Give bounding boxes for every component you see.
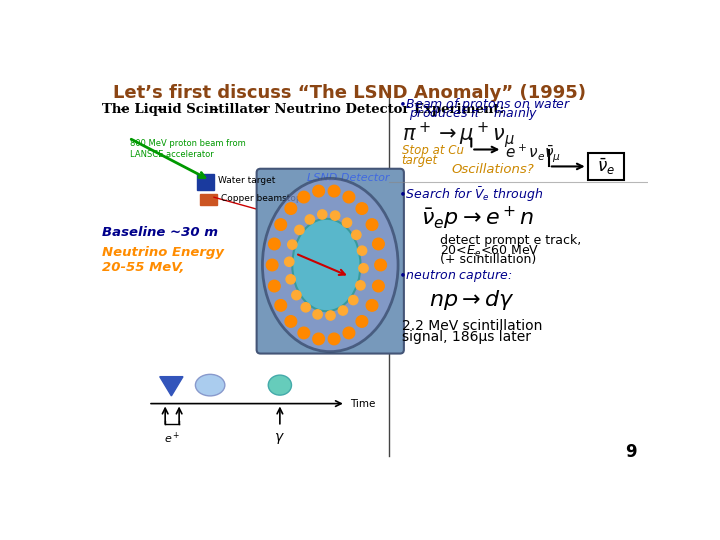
Text: $\gamma$: $\gamma$ xyxy=(274,430,285,445)
Text: $\bullet$Beam of protons on water: $\bullet$Beam of protons on water xyxy=(397,96,571,113)
Ellipse shape xyxy=(262,178,398,352)
Text: (+ scintillation): (+ scintillation) xyxy=(441,253,536,266)
Circle shape xyxy=(366,219,378,231)
Text: produces $\pi^+$ mainly: produces $\pi^+$ mainly xyxy=(408,106,538,124)
Circle shape xyxy=(298,191,310,203)
Circle shape xyxy=(375,259,387,271)
FancyBboxPatch shape xyxy=(197,174,214,190)
Circle shape xyxy=(348,295,358,305)
Circle shape xyxy=(313,333,325,345)
FancyBboxPatch shape xyxy=(256,168,404,354)
Text: $\bar{\nu}_e p \rightarrow e^+ n$: $\bar{\nu}_e p \rightarrow e^+ n$ xyxy=(421,205,534,232)
Circle shape xyxy=(338,306,348,315)
Text: LSND Detector: LSND Detector xyxy=(307,173,390,183)
Circle shape xyxy=(292,291,301,300)
Circle shape xyxy=(351,230,361,239)
Circle shape xyxy=(328,333,340,345)
Text: Neutrino Energy
20-55 MeV,: Neutrino Energy 20-55 MeV, xyxy=(102,246,224,274)
Circle shape xyxy=(343,327,355,339)
Circle shape xyxy=(357,246,366,255)
Text: signal, 186μs later: signal, 186μs later xyxy=(402,330,531,345)
Text: $\bullet$neutron capture:: $\bullet$neutron capture: xyxy=(397,268,512,284)
Circle shape xyxy=(373,280,384,292)
Text: Stop at Cu: Stop at Cu xyxy=(402,144,464,157)
Text: $np \rightarrow d\gamma$: $np \rightarrow d\gamma$ xyxy=(428,288,515,312)
Text: $\bullet$Search for $\bar{V}_e$ through: $\bullet$Search for $\bar{V}_e$ through xyxy=(397,186,543,204)
Circle shape xyxy=(342,218,351,227)
Circle shape xyxy=(356,203,368,214)
FancyBboxPatch shape xyxy=(588,153,624,179)
Text: $\pi^+ \rightarrow \mu^+\nu_\mu$: $\pi^+ \rightarrow \mu^+\nu_\mu$ xyxy=(402,121,514,151)
Circle shape xyxy=(318,210,327,219)
Circle shape xyxy=(285,203,297,214)
Text: 2.2 MeV scintillation: 2.2 MeV scintillation xyxy=(402,319,542,333)
Ellipse shape xyxy=(292,219,361,311)
Circle shape xyxy=(275,300,287,311)
Text: 20<$E_e$<60 MeV: 20<$E_e$<60 MeV xyxy=(441,244,539,259)
Circle shape xyxy=(305,215,315,224)
Circle shape xyxy=(301,303,310,312)
Circle shape xyxy=(343,191,355,203)
Circle shape xyxy=(373,238,384,249)
Circle shape xyxy=(366,300,378,311)
Circle shape xyxy=(288,240,297,249)
Circle shape xyxy=(269,280,280,292)
Circle shape xyxy=(326,311,335,320)
Circle shape xyxy=(328,185,340,197)
Circle shape xyxy=(356,316,368,327)
Text: Copper beamstop: Copper beamstop xyxy=(221,193,302,202)
Text: Water target: Water target xyxy=(218,176,275,185)
Circle shape xyxy=(269,238,280,249)
Text: Oscillations?: Oscillations? xyxy=(452,163,535,176)
Circle shape xyxy=(330,211,340,220)
Text: detect prompt e track,: detect prompt e track, xyxy=(441,234,582,247)
Ellipse shape xyxy=(195,374,225,396)
Circle shape xyxy=(294,225,304,234)
Circle shape xyxy=(284,257,294,266)
Text: $e^+\nu_e\bar{\nu}_\mu$: $e^+\nu_e\bar{\nu}_\mu$ xyxy=(505,142,561,164)
Polygon shape xyxy=(160,377,183,396)
Circle shape xyxy=(313,310,323,319)
Text: $e^+$: $e^+$ xyxy=(164,430,181,446)
Circle shape xyxy=(266,259,278,271)
Text: The Liquid Scintillator Neutrino Detector Experiment:: The Liquid Scintillator Neutrino Detecto… xyxy=(102,103,504,116)
Circle shape xyxy=(298,327,310,339)
Circle shape xyxy=(313,185,325,197)
Circle shape xyxy=(286,275,295,284)
Ellipse shape xyxy=(269,375,292,395)
Circle shape xyxy=(275,219,287,231)
FancyBboxPatch shape xyxy=(200,194,217,205)
Text: target: target xyxy=(402,154,438,167)
Circle shape xyxy=(359,264,368,273)
Text: 9: 9 xyxy=(625,443,636,461)
Text: Time: Time xyxy=(350,399,375,409)
Text: $\bar{\nu}_e$: $\bar{\nu}_e$ xyxy=(597,156,615,177)
Text: Baseline ~30 m: Baseline ~30 m xyxy=(102,226,217,240)
Text: Let’s first discuss “The LSND Anomaly” (1995): Let’s first discuss “The LSND Anomaly” (… xyxy=(113,84,586,102)
Text: 800 MeV proton beam from
LANSCE accelerator: 800 MeV proton beam from LANSCE accelera… xyxy=(130,139,246,159)
Circle shape xyxy=(285,316,297,327)
Circle shape xyxy=(356,281,365,290)
